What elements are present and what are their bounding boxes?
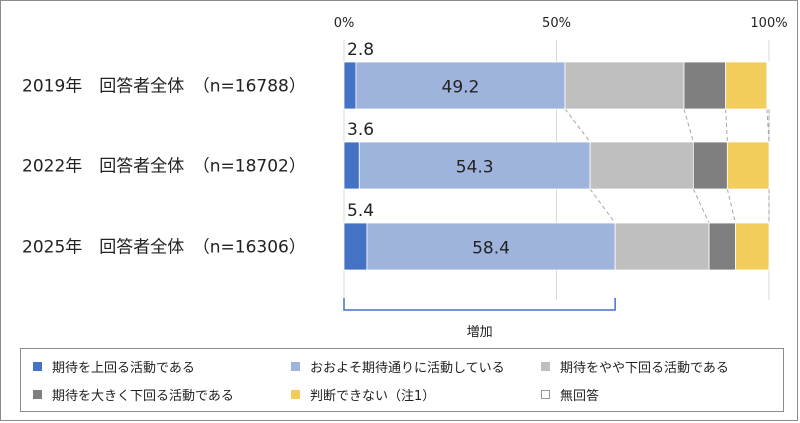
bar-segment	[343, 222, 368, 271]
legend-swatch	[541, 362, 550, 371]
data-label: 3.6	[347, 120, 374, 140]
increase-bracket: 増加	[343, 298, 616, 340]
legend-swatch	[291, 362, 300, 371]
legend-label: 期待を大きく下回る活動である	[52, 389, 234, 404]
bar-segment	[343, 61, 357, 110]
category-label: 2025年 回答者全体 （n=16306）	[22, 238, 306, 258]
legend-item: おおよそ期待通りに活動している	[291, 357, 505, 376]
connector-line	[726, 188, 736, 224]
legend-item: 無回答	[541, 385, 599, 404]
bar-segment	[614, 222, 710, 271]
bracket-line	[343, 298, 616, 311]
legend-item: 判断できない（注1）	[291, 385, 435, 404]
legend-label: 期待を上回る活動である	[52, 361, 195, 376]
legend-item: 期待を上回る活動である	[33, 357, 195, 376]
connector-line	[725, 108, 728, 143]
bar-segment	[355, 61, 566, 110]
legend-label: おおよそ期待通りに活動している	[310, 361, 505, 376]
legend-label: 期待をやや下回る活動である	[560, 361, 729, 376]
bar-segment	[692, 141, 728, 190]
bar-segment	[726, 141, 770, 190]
bar-segment	[683, 61, 727, 110]
x-tick-label: 100%	[750, 16, 787, 31]
annotation-label: 増加	[467, 325, 493, 340]
category-label: 2022年 回答者全体 （n=18702）	[22, 157, 306, 177]
connector-line	[564, 108, 591, 143]
bar-segment	[589, 141, 694, 190]
data-label: 54.3	[456, 158, 494, 178]
bar-segment	[366, 222, 616, 271]
legend-label: 判断できない（注1）	[310, 389, 436, 404]
x-tick-label: 0%	[334, 16, 355, 31]
data-label: 58.4	[472, 239, 510, 259]
legend-label: 無回答	[560, 389, 600, 404]
connector-line	[683, 108, 694, 143]
bar-segment	[343, 141, 360, 190]
legend-swatch	[541, 390, 550, 399]
x-tick-label: 50%	[542, 16, 571, 31]
category-label: 2019年 回答者全体 （n=16788）	[22, 77, 306, 97]
connector-line	[766, 108, 770, 143]
legend-swatch	[291, 390, 300, 399]
data-label: 5.4	[347, 201, 374, 221]
legend-swatch	[33, 362, 42, 371]
labels: 0% 50% 100% 2.8 49.2 2019年 回答者全体 （n=16788） 3.6…	[22, 16, 788, 259]
legend: 期待を上回る活動である おおよそ期待通りに活動している 期待をやや下回る活動である期…	[20, 348, 784, 412]
connector-line	[692, 188, 710, 224]
data-label: 2.8	[347, 40, 374, 60]
bar-segment	[725, 61, 768, 110]
bar-segment	[708, 222, 736, 271]
legend-item: 期待を大きく下回る活動である	[33, 385, 234, 404]
bar-segment	[564, 61, 685, 110]
data-label: 49.2	[442, 78, 480, 98]
legend-item: 期待をやや下回る活動である	[541, 357, 729, 376]
bars	[343, 61, 770, 271]
series-connectors	[564, 108, 770, 224]
bar-segment	[735, 222, 770, 271]
legend-swatch	[33, 390, 42, 399]
connector-line	[589, 188, 616, 224]
bar-segment	[766, 61, 770, 110]
